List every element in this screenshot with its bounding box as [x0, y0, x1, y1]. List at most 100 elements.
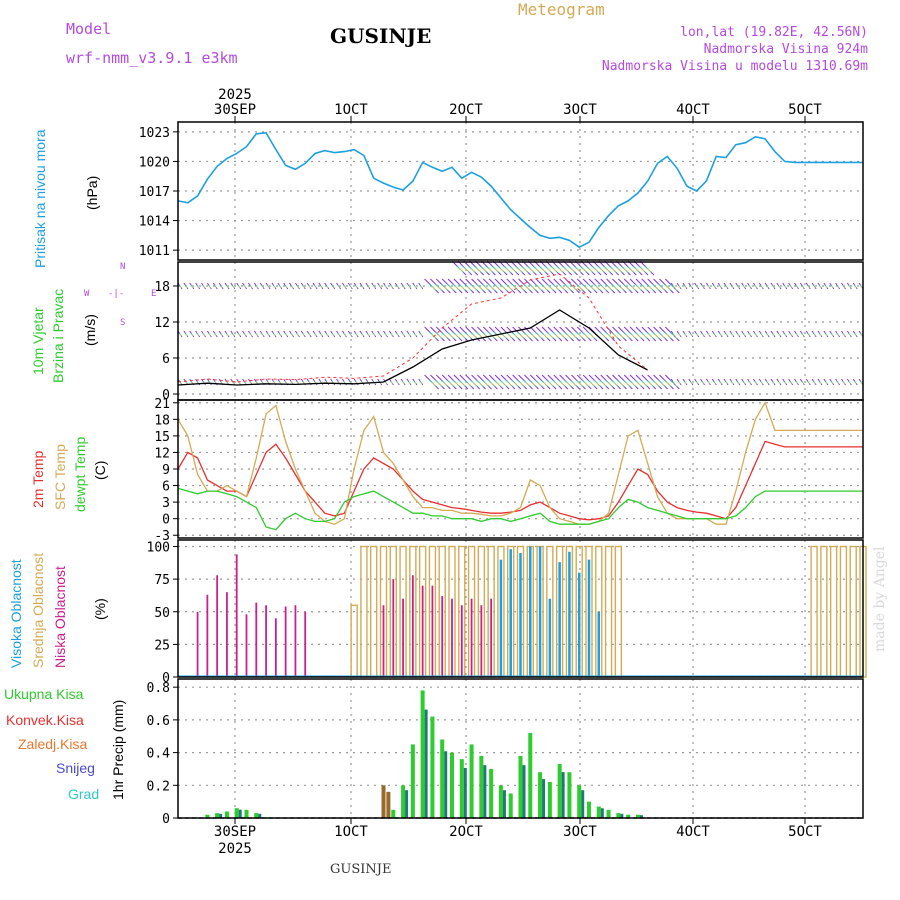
compass-e: E	[151, 289, 157, 299]
precip-0-bar-4	[244, 809, 249, 818]
precip-hail-legend: Grad	[68, 786, 100, 802]
precip-0-bar-1	[215, 813, 220, 818]
precip-0-bar-28	[606, 809, 611, 818]
cloud-mid-bar-0	[350, 604, 358, 678]
pressure-ytick-label-3: 1020	[139, 155, 170, 170]
precipitation-frame	[177, 678, 864, 819]
precip-0-bar-14	[469, 744, 474, 818]
precip-0-bar-13	[459, 759, 464, 818]
precip-0-bar-5	[254, 813, 259, 818]
precipitation-ytick-label-3: 0.6	[147, 714, 170, 729]
cloud_cover-ytick-label-2: 50	[154, 606, 170, 621]
bottom-time-label-3: 3OCT	[563, 824, 597, 840]
pressure-ytick-label-4: 1023	[139, 126, 170, 141]
model-label: Model	[66, 20, 112, 38]
precip-mix-bar-15	[483, 765, 487, 818]
temp-line-0	[177, 440, 863, 521]
top-time-label-4: 4OCT	[676, 102, 710, 118]
precip-0-bar-19	[518, 755, 523, 818]
precip-0-bar-29	[616, 813, 621, 818]
bottom-time-label-4: 4OCT	[676, 824, 710, 840]
precip-mix-bar-9	[424, 709, 428, 818]
precip-0-bar-21	[538, 772, 543, 818]
precip-0-bar-26	[587, 801, 591, 818]
precip-2-bar-1	[386, 791, 391, 818]
temperature-ytick-label-0: -3	[154, 529, 170, 544]
temp-line-1	[177, 401, 863, 525]
precip-0-bar-30	[626, 814, 631, 818]
precip-mix-bar-11	[444, 751, 448, 818]
top-time-label-2: 2OCT	[449, 102, 483, 118]
cloud_cover-ytick-label-4: 100	[147, 541, 170, 556]
pressure-ytick-label-0: 1011	[139, 244, 170, 259]
precipitation-ytick-label-2: 0.4	[147, 747, 171, 762]
temperature-ytick-label-5: 12	[154, 446, 170, 461]
temp-line-2	[177, 487, 863, 531]
top-time-label-1: 1OCT	[334, 102, 368, 118]
precip-0-bar-7	[401, 785, 406, 818]
precip-0-bar-24	[567, 772, 572, 818]
precip-mix-bar-23	[561, 772, 565, 818]
precip-0-bar-18	[508, 793, 513, 818]
precip-mix-bar-25	[581, 790, 585, 818]
precip-0-bar-15	[479, 755, 484, 818]
wind-ytick-label-0: 0	[162, 388, 170, 403]
pressure-frame	[177, 121, 864, 261]
precip-0-bar-20	[528, 732, 533, 818]
precip-mix-bar-13	[463, 767, 467, 818]
precip-0-bar-9	[420, 690, 425, 818]
compass-n: N	[120, 262, 126, 272]
bottom-time-label-2: 2OCT	[449, 824, 483, 840]
precip-0-bar-25	[577, 785, 582, 818]
cloud_cover-ytick-label-1: 25	[154, 638, 170, 653]
precip-0-bar-2	[224, 811, 229, 818]
precipitation-ytick-label-1: 0.2	[147, 779, 170, 794]
temperature-ytick-label-7: 18	[154, 413, 170, 428]
compass-s: S	[120, 318, 126, 328]
bottom-time-label-1: 1OCT	[334, 824, 368, 840]
precip-conv-legend: Konvek.Kisa	[6, 712, 84, 728]
precip-0-bar-27	[596, 806, 601, 818]
precip-2-bar-0	[381, 785, 386, 818]
footer-location: GUSINJE	[330, 862, 392, 877]
bottom-time-label-5: 5OCT	[788, 824, 822, 840]
model-name: wrf-nmm_v3.9.1 e3km	[66, 49, 238, 67]
precipitation-ytick-label-4: 0.8	[147, 681, 170, 696]
precip-0-bar-17	[498, 785, 503, 818]
precip-0-bar-23	[557, 764, 562, 818]
lonlat-readout: lon,lat (19.82E, 42.56N)	[680, 25, 868, 40]
altitude-readout: Nadmorska Visina 924m	[703, 42, 868, 57]
precip-frozen-legend: Zaledj.Kisa	[18, 736, 88, 752]
precip-0-bar-11	[440, 739, 445, 818]
precip-mix-bar-7	[405, 790, 409, 818]
cloud_cover-frame	[177, 539, 864, 678]
bottom-time-label-0: 30SEP	[214, 824, 256, 840]
model-altitude-readout: Nadmorska Visina u modelu 1310.69m	[601, 59, 868, 74]
precip-mix-bar-3	[238, 809, 242, 818]
pressure-line	[177, 131, 863, 249]
wind-barb-3-32	[639, 260, 655, 276]
precip-mix-bar-21	[542, 779, 546, 818]
pressure-ytick-label-2: 1017	[139, 185, 170, 200]
precipitation-ytick-label-0: 0	[162, 812, 170, 827]
temperature-frame	[177, 399, 864, 539]
wind-gust-line	[177, 273, 649, 383]
precip-0-bar-6	[391, 809, 396, 818]
temperature-ytick-label-4: 9	[162, 463, 170, 478]
precip-0-bar-16	[489, 768, 494, 818]
top-year-label: 2025	[218, 87, 252, 103]
page-title: GUSINJE	[330, 24, 432, 48]
precip-0-bar-0	[205, 814, 210, 818]
precip-snow-legend: Snijeg	[56, 760, 95, 776]
precip-0-bar-8	[410, 744, 415, 818]
precip-mix-bar-29	[620, 813, 624, 818]
precip-0-bar-10	[430, 716, 435, 818]
precip-mix-bar-19	[522, 765, 526, 818]
precip-0-bar-3	[234, 808, 239, 818]
precip-0-bar-31	[635, 814, 640, 818]
precip-mix-bar-31	[639, 815, 643, 818]
pressure-ytick-label-1: 1014	[139, 215, 170, 230]
compass-cross: -|-	[108, 289, 125, 299]
compass-w: W	[84, 289, 90, 299]
